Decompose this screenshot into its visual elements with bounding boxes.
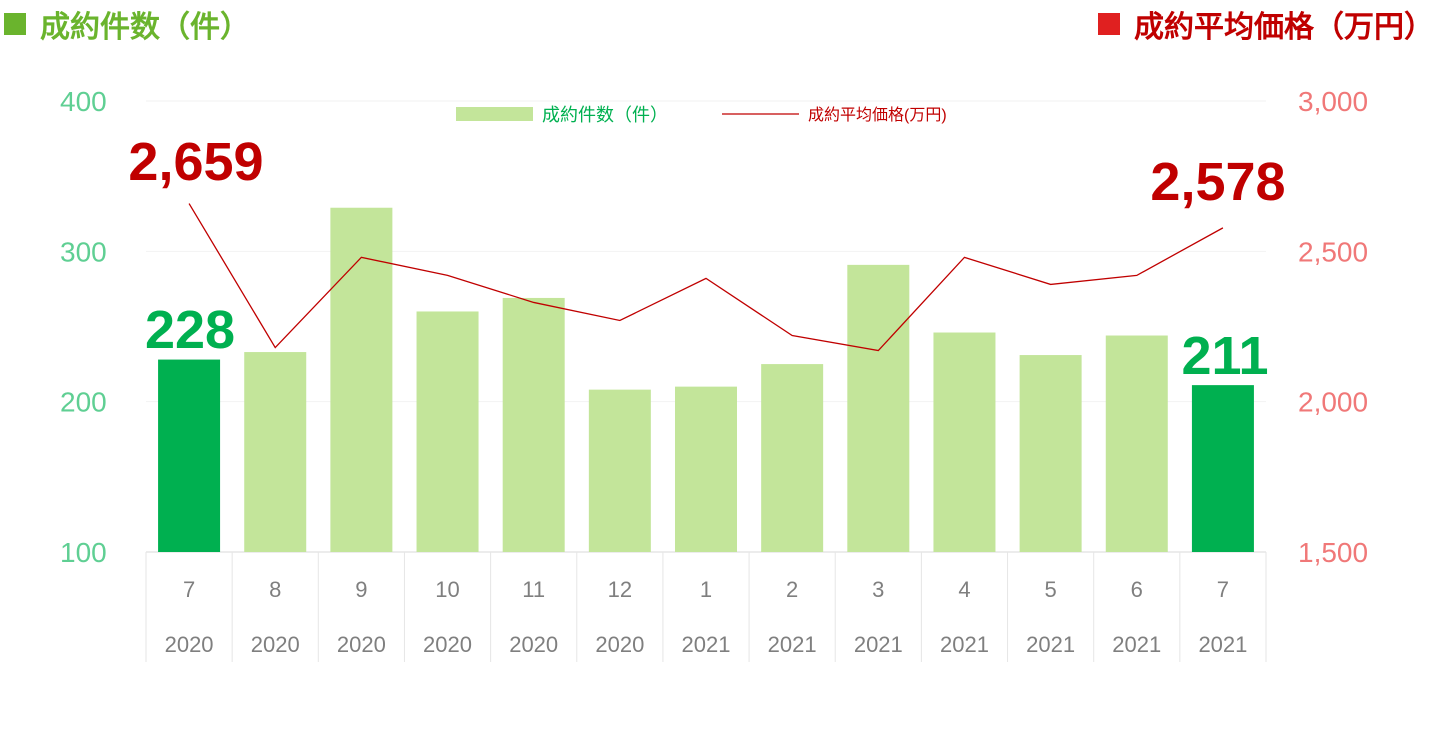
legend-line-label: 成約平均価格(万円) <box>808 106 947 124</box>
bar <box>1191 385 1254 552</box>
x-month-label: 5 <box>1044 577 1056 602</box>
data-callout: 228 <box>145 300 235 360</box>
y-left-tick-label: 300 <box>60 236 107 267</box>
bar <box>761 364 824 552</box>
y-right-tick-label: 2,000 <box>1298 387 1368 418</box>
x-year-label: 2021 <box>682 632 731 657</box>
bar <box>847 264 910 552</box>
legend-bar-swatch <box>456 107 533 121</box>
bar <box>1019 355 1082 552</box>
data-callout: 211 <box>1181 326 1268 386</box>
x-month-label: 12 <box>608 577 632 602</box>
bar <box>1105 335 1168 552</box>
x-year-label: 2021 <box>1026 632 1075 657</box>
bar <box>588 389 651 552</box>
x-month-label: 7 <box>183 577 195 602</box>
right-axis-header: 成約平均価格（万円） <box>1098 2 1434 46</box>
data-callout: 2,578 <box>1150 152 1285 212</box>
left-axis-title: 成約件数（件） <box>40 11 250 44</box>
x-month-label: 2 <box>786 577 798 602</box>
x-year-label: 2021 <box>940 632 989 657</box>
y-left-tick-label: 100 <box>60 537 107 568</box>
bar <box>502 297 565 552</box>
x-month-label: 7 <box>1217 577 1229 602</box>
x-year-label: 2021 <box>768 632 817 657</box>
y-right-tick-label: 1,500 <box>1298 537 1368 568</box>
x-year-label: 2021 <box>1112 632 1161 657</box>
x-month-label: 9 <box>355 577 367 602</box>
right-axis-title: 成約平均価格（万円） <box>1134 11 1434 44</box>
y-right-tick-label: 3,000 <box>1298 86 1368 117</box>
x-month-label: 8 <box>269 577 281 602</box>
bar <box>933 332 996 552</box>
legend-bar-label: 成約件数（件） <box>542 105 668 125</box>
x-month-label: 10 <box>435 577 459 602</box>
bar <box>675 386 737 552</box>
x-year-label: 2020 <box>595 632 644 657</box>
bar <box>158 359 221 552</box>
bar <box>244 352 307 552</box>
bar <box>330 207 393 552</box>
x-month-label: 3 <box>872 577 884 602</box>
bar <box>416 311 479 552</box>
x-year-label: 2020 <box>251 632 300 657</box>
x-year-label: 2021 <box>854 632 903 657</box>
red-square-icon <box>1098 13 1120 35</box>
y-right-tick-label: 2,500 <box>1298 236 1368 267</box>
x-year-label: 2020 <box>423 632 472 657</box>
x-month-label: 1 <box>700 577 712 602</box>
y-left-tick-label: 200 <box>60 387 107 418</box>
x-month-label: 6 <box>1131 577 1143 602</box>
x-year-label: 2020 <box>509 632 558 657</box>
data-callout: 2,659 <box>128 132 263 192</box>
left-axis-header: 成約件数（件） <box>4 2 250 46</box>
x-year-label: 2020 <box>165 632 214 657</box>
x-year-label: 2021 <box>1198 632 1247 657</box>
x-month-label: 11 <box>522 577 545 602</box>
green-square-icon <box>4 13 26 35</box>
x-year-label: 2020 <box>337 632 386 657</box>
y-left-tick-label: 400 <box>60 86 107 117</box>
x-month-label: 4 <box>958 577 970 602</box>
